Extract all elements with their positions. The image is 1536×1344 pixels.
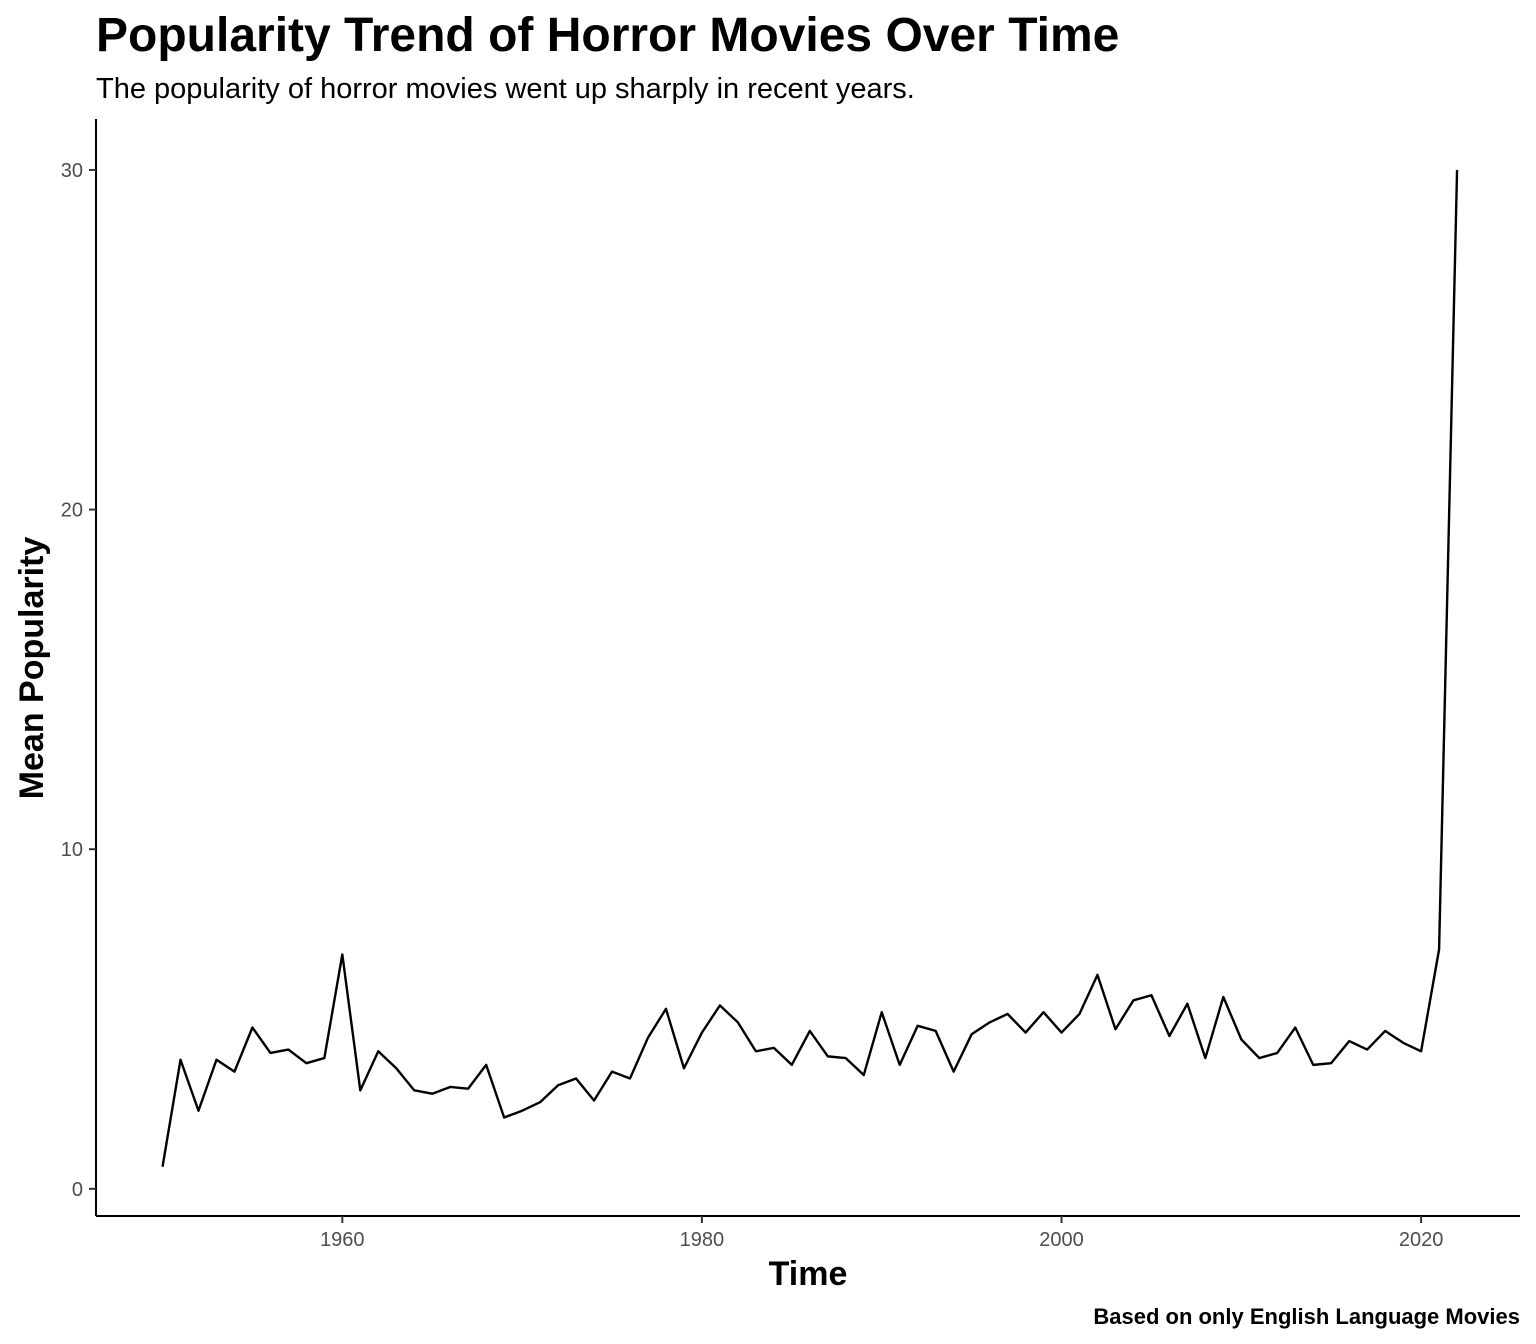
chart-subtitle: The popularity of horror movies went up … <box>96 73 915 105</box>
series-group <box>161 169 1459 1167</box>
plot-area: 0 10 20 30 1960 1980 2000 2020 <box>61 119 1520 1251</box>
chart-caption: Based on only English Language Movies <box>1093 1304 1520 1329</box>
y-tick-label: 20 <box>61 500 83 522</box>
y-axis-title: Mean Popularity <box>13 537 51 800</box>
x-tick-label: 2020 <box>1399 1229 1444 1251</box>
x-axis-title: Time <box>769 1255 848 1293</box>
y-tick-label: 10 <box>61 839 83 861</box>
x-tick-label: 1960 <box>320 1229 365 1251</box>
x-tick-label: 2000 <box>1039 1229 1084 1251</box>
y-tick-label: 30 <box>61 160 83 182</box>
x-axis-ticks: 1960 1980 2000 2020 <box>320 1216 1443 1251</box>
series-line <box>161 169 1459 1167</box>
y-tick-label: 0 <box>72 1179 83 1201</box>
x-tick-label: 1980 <box>680 1229 725 1251</box>
chart-title: Popularity Trend of Horror Movies Over T… <box>96 9 1119 62</box>
y-axis-ticks: 0 10 20 30 <box>61 160 96 1201</box>
